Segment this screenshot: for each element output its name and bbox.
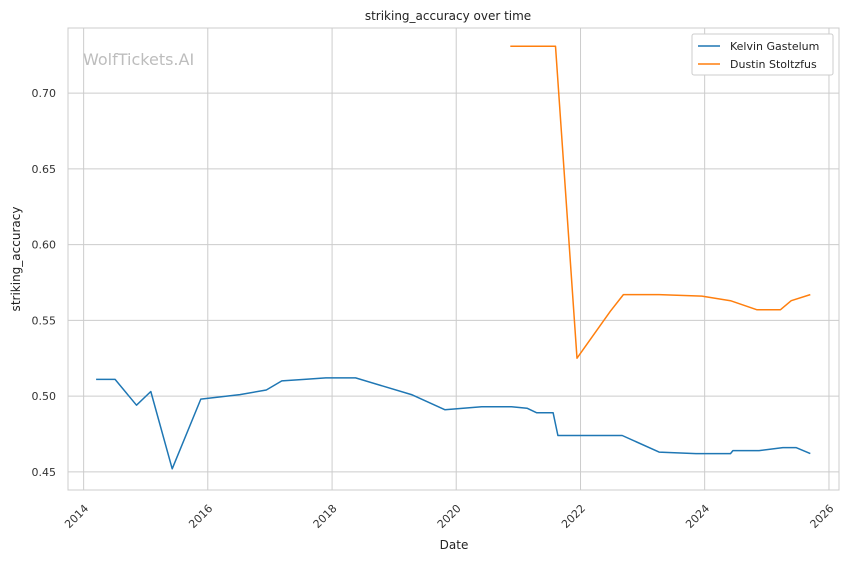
y-axis-label: striking_accuracy [9,207,23,312]
plot-area [67,27,840,491]
series-line-dustin-stoltzfus [510,45,811,359]
legend-label-dustin-stoltzfus: Dustin Stoltzfus [730,58,817,71]
chart-title: striking_accuracy over time [365,9,531,23]
y-tick-label: 0.60 [32,239,57,252]
series-lines [96,45,811,470]
grid [68,28,839,490]
y-tick-label: 0.50 [32,390,57,403]
y-axis: 0.45 0.50 0.55 0.60 0.65 0.70 [32,87,57,479]
legend: Kelvin Gastelum Dustin Stoltzfus [691,33,834,76]
y-tick-label: 0.70 [32,87,57,100]
legend-box [691,33,834,76]
x-axis-label: Date [440,538,469,552]
watermark: WolfTickets.AI [83,50,194,69]
y-tick-label: 0.55 [32,314,57,327]
series-line-kelvin-gastelum [96,377,811,470]
y-tick-label: 0.65 [32,163,57,176]
y-tick-label: 0.45 [32,466,57,479]
legend-label-kelvin-gastelum: Kelvin Gastelum [730,40,819,53]
